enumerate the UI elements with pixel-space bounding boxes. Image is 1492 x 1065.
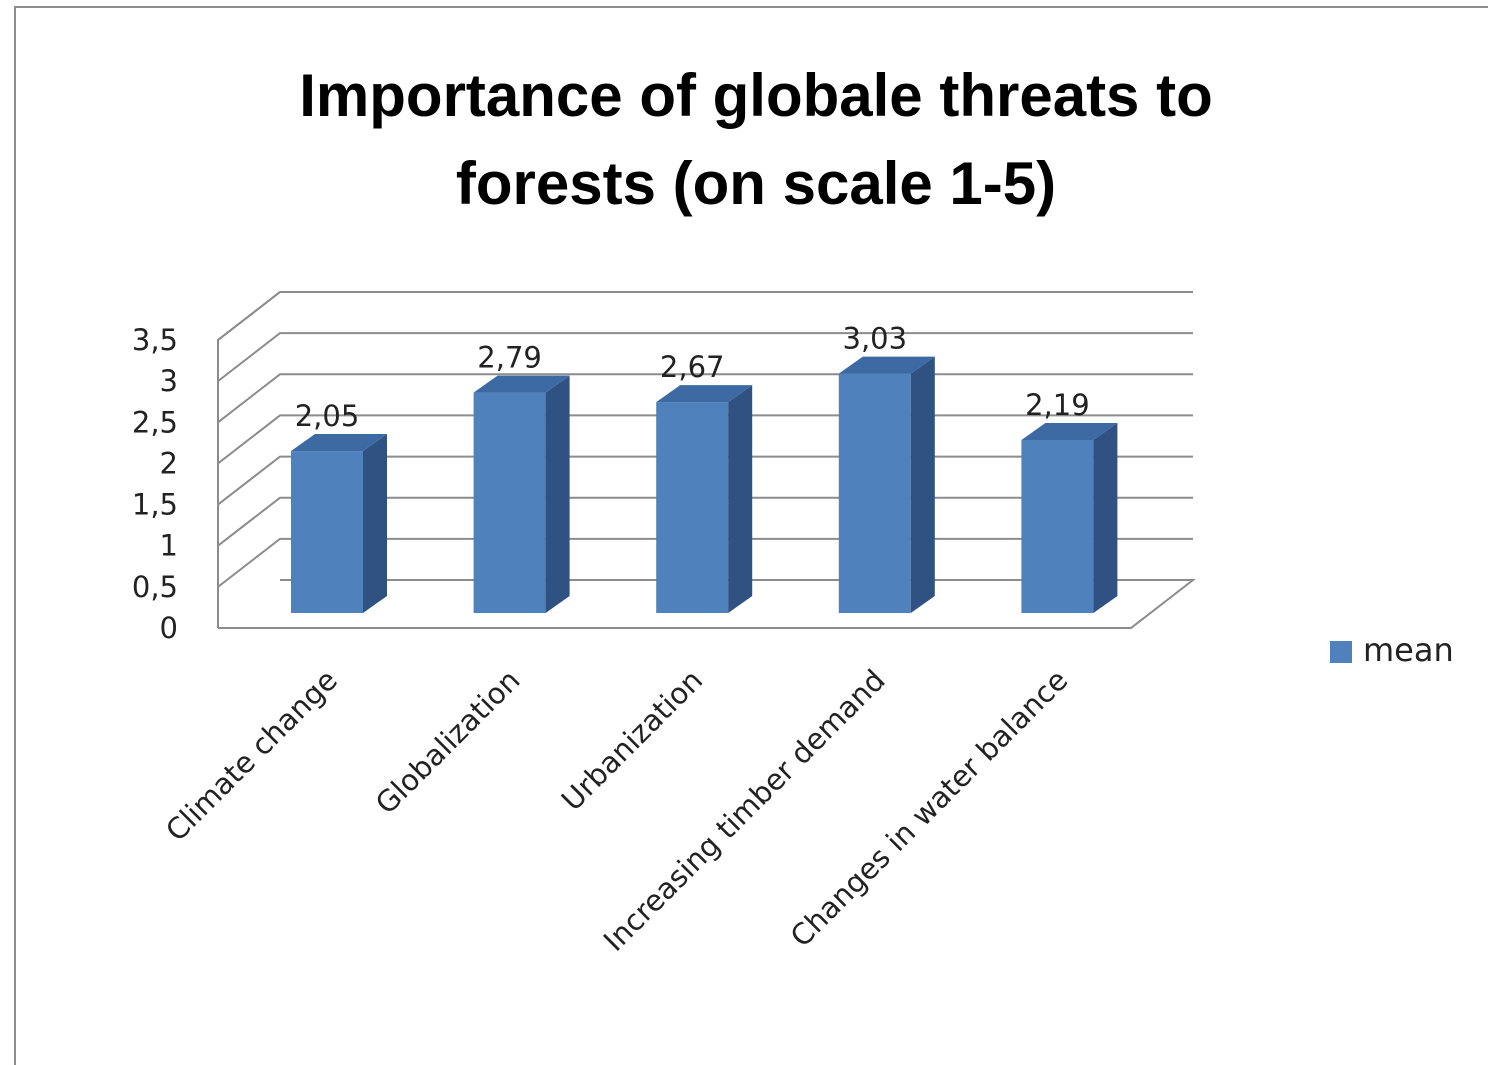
legend: mean	[1330, 631, 1454, 669]
y-axis-tick-labels: 0 0,5 1 1,5 2 2,5 3 3,5	[132, 323, 178, 645]
y-tick-label: 2,5	[132, 405, 178, 439]
data-label: 2,67	[660, 350, 725, 384]
bar	[291, 451, 363, 613]
y-tick-label: 1	[160, 529, 178, 563]
legend-swatch-mean	[1330, 641, 1352, 663]
y-tick-label: 3,5	[132, 323, 178, 357]
x-category-label: Urbanization	[555, 663, 709, 817]
x-category-label: Globalization	[369, 663, 527, 821]
bar-side	[910, 356, 935, 613]
x-category-label: Climate change	[159, 663, 344, 848]
bar-top	[1021, 423, 1118, 441]
data-label: 2,79	[477, 341, 542, 375]
data-label: 2,19	[1025, 388, 1090, 422]
bar-top	[291, 434, 387, 452]
y-tick-label: 0,5	[132, 570, 178, 604]
gridline	[217, 291, 1193, 341]
bar-top	[473, 375, 570, 393]
data-label: 2,05	[295, 399, 360, 433]
gridline	[217, 332, 1193, 382]
chart-title-line-2: forests (on scale 1-5)	[455, 150, 1057, 217]
bar	[838, 373, 911, 613]
legend-label-mean: mean	[1363, 631, 1454, 669]
y-tick-label: 3	[160, 364, 178, 398]
y-tick-label: 0	[160, 611, 178, 645]
x-axis-category-labels: Climate change Globalization UrbanizationI…	[159, 663, 1074, 958]
y-tick-label: 2	[160, 446, 178, 480]
chart-title-line-1: Importance of globale threats to	[299, 62, 1213, 129]
chart-area-frame	[14, 6, 1488, 1065]
chart-title: Importance of globale threats to forests…	[0, 52, 1492, 228]
bar-top	[656, 385, 753, 403]
bar-side	[363, 434, 387, 613]
bar	[473, 392, 546, 613]
bar	[656, 402, 729, 613]
bar-side	[728, 385, 753, 613]
data-labels: 2,05 2,79 2,67 3,03 2,19	[295, 322, 1090, 433]
bar-top	[838, 356, 935, 374]
bar-side	[545, 375, 570, 613]
data-label: 3,03	[843, 322, 908, 356]
chart-bars	[291, 356, 1118, 613]
y-tick-label: 1,5	[132, 488, 178, 522]
bar-side	[1093, 423, 1118, 613]
bar	[1021, 440, 1094, 613]
